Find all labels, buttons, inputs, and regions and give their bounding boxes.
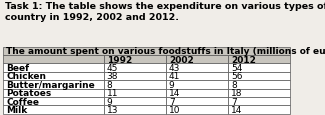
- Text: 8: 8: [107, 80, 112, 89]
- Text: 2012: 2012: [231, 55, 256, 64]
- Bar: [104, 106, 166, 114]
- Bar: [228, 97, 290, 106]
- Text: 7: 7: [231, 97, 237, 106]
- Bar: [104, 89, 166, 97]
- Text: 11: 11: [107, 89, 118, 98]
- Bar: [166, 97, 228, 106]
- Bar: [166, 56, 228, 64]
- Bar: [228, 106, 290, 114]
- Bar: [166, 72, 228, 80]
- Bar: [3, 97, 104, 106]
- Text: 9: 9: [169, 80, 175, 89]
- Text: 10: 10: [169, 105, 180, 114]
- Bar: [228, 80, 290, 89]
- Bar: [3, 56, 104, 64]
- Text: 18: 18: [231, 89, 242, 98]
- Bar: [228, 72, 290, 80]
- Bar: [228, 89, 290, 97]
- Bar: [166, 64, 228, 72]
- Text: Potatoes: Potatoes: [6, 89, 52, 98]
- Text: Beef: Beef: [6, 63, 30, 72]
- Bar: [166, 89, 228, 97]
- Bar: [104, 72, 166, 80]
- Bar: [228, 64, 290, 72]
- Bar: [3, 89, 104, 97]
- Text: 8: 8: [231, 80, 237, 89]
- Text: 41: 41: [169, 72, 180, 81]
- Text: Chicken: Chicken: [6, 72, 46, 81]
- Bar: [104, 80, 166, 89]
- Bar: [3, 72, 104, 80]
- Text: 13: 13: [107, 105, 118, 114]
- Bar: [3, 47, 290, 56]
- Text: 14: 14: [169, 89, 180, 98]
- Text: Butter/margarine: Butter/margarine: [6, 80, 95, 89]
- Bar: [228, 56, 290, 64]
- Bar: [166, 106, 228, 114]
- Bar: [3, 80, 104, 89]
- Text: 45: 45: [107, 63, 118, 72]
- Text: Task 1: The table shows the expenditure on various types of food in one European: Task 1: The table shows the expenditure …: [5, 2, 325, 22]
- Bar: [166, 80, 228, 89]
- Text: 9: 9: [107, 97, 112, 106]
- Bar: [104, 64, 166, 72]
- Text: 54: 54: [231, 63, 242, 72]
- Bar: [3, 64, 104, 72]
- Bar: [104, 56, 166, 64]
- Text: The amount spent on various foodstuffs in Italy (millions of euros): The amount spent on various foodstuffs i…: [6, 47, 325, 56]
- Text: 43: 43: [169, 63, 180, 72]
- Text: Coffee: Coffee: [6, 97, 39, 106]
- Text: 7: 7: [169, 97, 175, 106]
- Text: 14: 14: [231, 105, 242, 114]
- Text: 56: 56: [231, 72, 242, 81]
- Text: 2002: 2002: [169, 55, 194, 64]
- Bar: [3, 106, 104, 114]
- Bar: [104, 97, 166, 106]
- Text: Milk: Milk: [6, 105, 28, 114]
- Text: 38: 38: [107, 72, 118, 81]
- Text: 1992: 1992: [107, 55, 132, 64]
